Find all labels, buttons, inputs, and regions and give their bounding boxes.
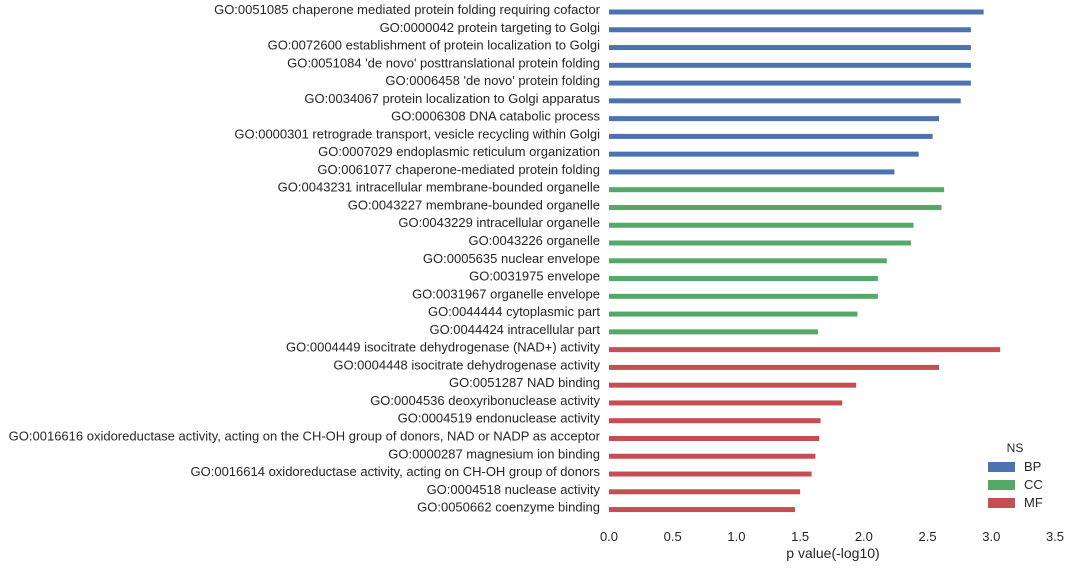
category-label: GO:0044444 cytoplasmic part — [428, 304, 600, 319]
x-tick-label: 3.0 — [982, 529, 1000, 544]
category-label: GO:0043229 intracellular organelle — [398, 215, 600, 230]
x-tick-label: 2.5 — [919, 529, 937, 544]
bar-mf — [609, 364, 940, 370]
bar-bp — [609, 151, 919, 157]
bar-cc — [609, 204, 942, 210]
legend-swatch-mf — [988, 498, 1015, 508]
category-label: GO:0004448 isocitrate dehydrogenase acti… — [333, 357, 600, 372]
category-label: GO:0000301 retrograde transport, vesicle… — [234, 126, 600, 141]
category-label: GO:0000042 protein targeting to Golgi — [380, 20, 601, 35]
x-axis: 0.0 0.5 1.0 1.5 2.0 2.5 3.0 3.5 — [600, 529, 1064, 544]
bar-cc — [609, 240, 912, 246]
bar-mf — [609, 435, 820, 441]
bar-mf — [609, 347, 1001, 353]
bar-bp — [609, 169, 895, 175]
bar-cc — [609, 311, 858, 317]
bar-mf — [609, 489, 801, 495]
category-label: GO:0050662 coenzyme binding — [417, 500, 600, 515]
category-label: GO:0043231 intracellular membrane-bounde… — [278, 180, 600, 195]
bar-mf — [609, 471, 812, 477]
category-label: GO:0043226 organelle — [468, 233, 600, 248]
x-tick-label: 0.5 — [664, 529, 682, 544]
bar-cc — [609, 293, 878, 299]
legend-title: NS — [1007, 441, 1024, 455]
bar-cc — [609, 329, 818, 335]
x-tick-label: 0.0 — [600, 529, 618, 544]
category-label: GO:0051084 'de novo' posttranslational p… — [287, 55, 600, 70]
category-labels: GO:0051085 chaperone mediated protein fo… — [9, 2, 601, 515]
category-label: GO:0004449 isocitrate dehydrogenase (NAD… — [286, 340, 600, 355]
bar-mf — [609, 453, 816, 459]
category-label: GO:0031967 organelle envelope — [412, 286, 600, 301]
bar-bp — [609, 62, 971, 68]
category-label: GO:0005635 nuclear envelope — [423, 251, 600, 266]
bar-cc — [609, 276, 878, 282]
bar-cc — [609, 258, 887, 264]
category-label: GO:0006308 DNA catabolic process — [391, 109, 600, 124]
legend-swatch-bp — [988, 462, 1015, 472]
x-axis-title: p value(-log10) — [786, 545, 879, 561]
bar-bp — [609, 9, 984, 15]
legend: NS BP CC MF — [988, 441, 1043, 510]
bar-cc — [609, 187, 945, 193]
bar-bp — [609, 116, 940, 122]
bar-mf — [609, 418, 821, 424]
category-label: GO:0061077 chaperone-mediated protein fo… — [317, 162, 600, 177]
bar-bp — [609, 80, 971, 86]
category-label: GO:0072600 establishment of protein loca… — [268, 38, 601, 53]
category-label: GO:0051287 NAD binding — [449, 375, 600, 390]
legend-label-mf: MF — [1024, 495, 1043, 510]
category-label: GO:0004519 endonuclease activity — [398, 411, 601, 426]
category-label: GO:0051085 chaperone mediated protein fo… — [214, 2, 601, 17]
x-tick-label: 3.5 — [1046, 529, 1064, 544]
category-label: GO:0004536 deoxyribonuclease activity — [370, 393, 600, 408]
legend-label-bp: BP — [1024, 459, 1041, 474]
category-label: GO:0044424 intracellular part — [429, 322, 600, 337]
bar-bp — [609, 98, 961, 104]
x-tick-label: 1.5 — [791, 529, 809, 544]
bar-mf — [609, 382, 857, 388]
bar-mf — [609, 507, 796, 513]
category-label: GO:0016614 oxidoreductase activity, acti… — [191, 464, 601, 479]
category-label: GO:0043227 membrane-bounded organelle — [348, 197, 600, 212]
bar-mf — [609, 400, 843, 406]
legend-swatch-cc — [988, 480, 1015, 490]
category-label: GO:0004518 nuclease activity — [427, 482, 601, 497]
category-label: GO:0031975 envelope — [469, 269, 600, 284]
category-label: GO:0007029 endoplasmic reticulum organiz… — [318, 144, 600, 159]
category-label: GO:0006458 'de novo' protein folding — [385, 73, 600, 88]
x-tick-label: 2.0 — [855, 529, 873, 544]
x-tick-label: 1.0 — [727, 529, 745, 544]
bar-bp — [609, 27, 971, 33]
bar-bp — [609, 133, 933, 139]
category-label: GO:0016616 oxidoreductase activity, acti… — [9, 428, 601, 443]
category-label: GO:0000287 magnesium ion binding — [388, 446, 600, 461]
bar-bp — [609, 45, 971, 51]
bar-cc — [609, 222, 914, 228]
bars-layer — [609, 9, 1001, 513]
category-label: GO:0034067 protein localization to Golgi… — [304, 91, 600, 106]
legend-label-cc: CC — [1024, 477, 1043, 492]
